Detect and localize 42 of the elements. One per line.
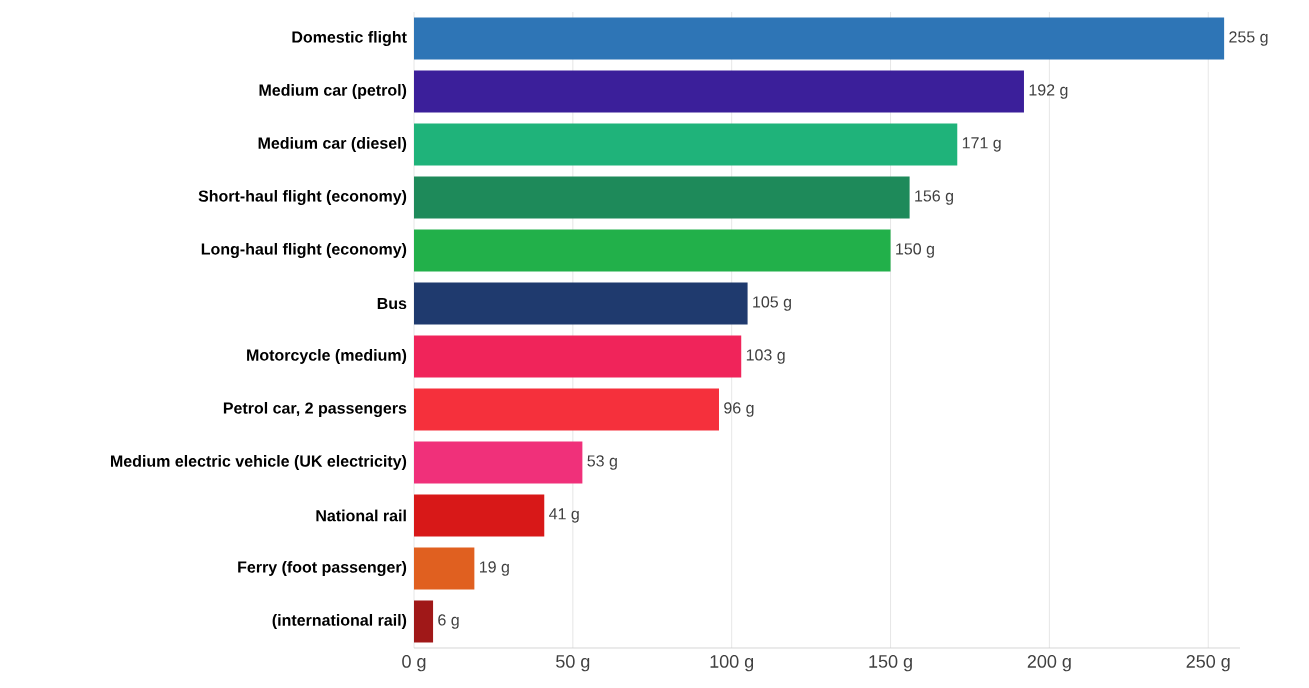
x-tick-label: 50 g xyxy=(556,655,590,672)
data-label: 41 g xyxy=(549,508,579,523)
data-label: 19 g xyxy=(479,561,509,576)
x-tick-label: 0 g xyxy=(402,655,426,672)
data-label: 192 g xyxy=(1029,84,1068,99)
data-label: 255 g xyxy=(1229,31,1268,46)
y-tick-label: National rail xyxy=(316,509,406,522)
x-tick-label: 100 g xyxy=(710,655,754,672)
bar xyxy=(414,547,475,590)
bar xyxy=(414,494,545,537)
bar xyxy=(414,70,1024,113)
y-tick-label: Bus xyxy=(377,297,407,310)
y-tick-label: Petrol car, 2 passengers xyxy=(223,401,407,417)
data-label: 53 g xyxy=(587,455,617,470)
bar xyxy=(414,388,719,431)
y-tick-label: Medium car (petrol) xyxy=(259,84,407,99)
x-tick-label: 200 g xyxy=(1027,655,1071,672)
bar xyxy=(414,176,910,219)
data-label: 96 g xyxy=(724,402,754,417)
data-label: 171 g xyxy=(962,137,1001,152)
data-label: 105 g xyxy=(753,296,791,311)
x-tick-label: 150 g xyxy=(869,655,912,672)
bar xyxy=(414,335,742,378)
y-tick-label: Domestic flight xyxy=(292,30,407,46)
data-label: 150 g xyxy=(896,243,934,258)
y-tick-label: (international rail) xyxy=(272,614,407,629)
bar xyxy=(414,441,583,484)
y-tick-label: Medium car (diesel) xyxy=(258,137,407,152)
y-tick-label: Motorcycle (medium) xyxy=(247,349,407,364)
y-tick-label: Medium electric vehicle (UK electricity) xyxy=(111,455,407,470)
data-label: 6 g xyxy=(438,614,459,629)
y-tick-label: Short-haul flight (economy) xyxy=(198,189,407,205)
bar xyxy=(414,229,891,272)
bar xyxy=(414,17,1225,60)
bar xyxy=(414,600,434,643)
y-tick-label: Ferry (foot passenger) xyxy=(238,560,407,576)
data-label: 156 g xyxy=(915,190,953,205)
x-tick-label: 250 g xyxy=(1186,655,1230,672)
bar xyxy=(414,282,748,325)
y-tick-label: Long-haul flight (economy) xyxy=(201,242,407,258)
data-label: 103 g xyxy=(746,349,785,364)
bar xyxy=(414,123,958,166)
